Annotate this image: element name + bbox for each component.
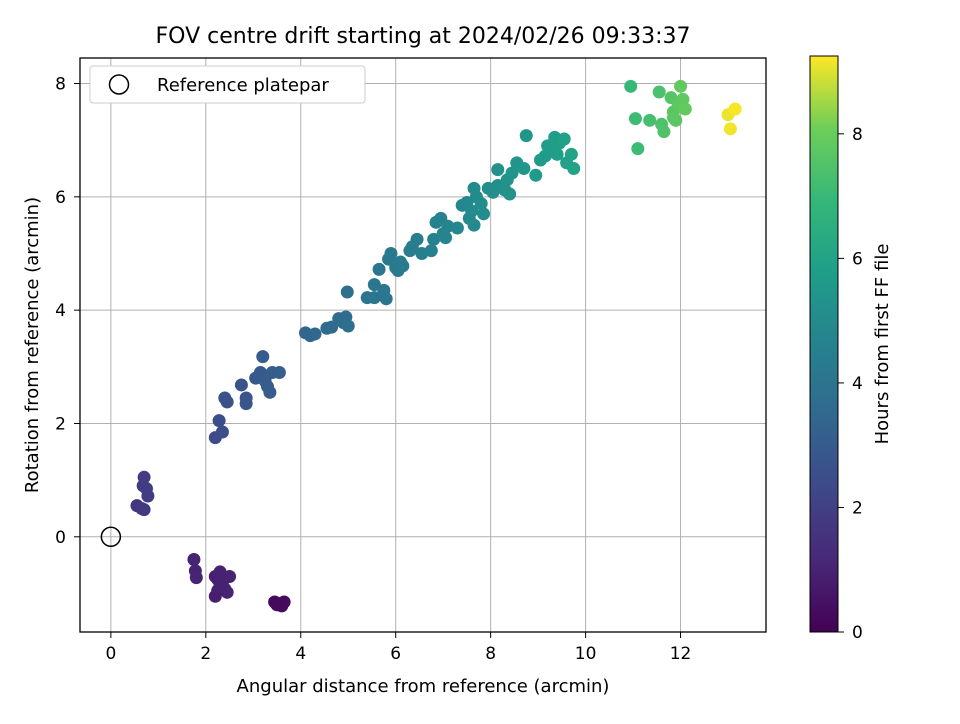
x-tick-label: 8 (485, 644, 496, 664)
scatter-point (564, 147, 578, 161)
colorbar-ticks: 0 2 4 6 8 (838, 125, 863, 643)
scatter-point (325, 320, 339, 334)
reference-marker (100, 526, 122, 548)
scatter-point (384, 246, 398, 260)
y-axis-label: Rotation from reference (arcmin) (22, 197, 43, 493)
scatter-point (263, 385, 277, 399)
colorbar-tick-label: 6 (852, 249, 863, 269)
grid-lines (80, 58, 766, 632)
scatter-point (189, 571, 203, 585)
scatter-point (220, 395, 234, 409)
scatter-point (308, 327, 322, 341)
scatter-point (723, 122, 737, 136)
x-tick-label: 4 (295, 644, 306, 664)
scatter-point (212, 414, 226, 428)
scatter-point (467, 181, 481, 195)
legend-entry-reference-platepar: Reference platepar (157, 75, 329, 96)
scatter-point (367, 278, 381, 292)
scatter-point (474, 197, 488, 211)
scatter-point (272, 365, 286, 379)
legend: Reference platepar (89, 65, 366, 104)
y-tick-label: 4 (55, 301, 66, 321)
y-tick-label: 8 (55, 74, 66, 94)
chart-title: FOV centre drift starting at 2024/02/26 … (156, 24, 691, 49)
colorbar: 0 2 4 6 8 Hours from first FF file (809, 55, 893, 643)
scatter-point (410, 232, 424, 246)
x-axis-label: Angular distance from reference (arcmin) (237, 676, 610, 697)
scatter-point (137, 503, 151, 517)
scatter-point (450, 221, 464, 235)
scatter-point (517, 161, 531, 175)
scatter-point (208, 589, 222, 603)
data-points (130, 79, 742, 613)
scatter-point (424, 244, 438, 258)
scatter-point (643, 113, 657, 127)
x-tick-label: 2 (200, 644, 211, 664)
scatter-point (674, 79, 688, 93)
scatter-point (341, 319, 355, 333)
x-axis-ticks: 0 2 4 6 8 10 12 (105, 632, 691, 664)
scatter-point (340, 285, 354, 299)
scatter-point (215, 425, 229, 439)
scatter-point (505, 166, 519, 180)
scatter-point (239, 391, 253, 405)
scatter-point (137, 470, 151, 484)
scatter-point (467, 218, 481, 232)
y-tick-label: 2 (55, 414, 66, 434)
reference-platepar-point (100, 526, 122, 548)
scatter-point (213, 578, 227, 592)
scatter-point (377, 283, 391, 297)
scatter-point (728, 102, 742, 116)
scatter-point (628, 112, 642, 126)
scatter-point (652, 85, 666, 99)
scatter-point (624, 79, 638, 93)
scatter-point (256, 350, 270, 364)
scatter-point (439, 231, 453, 245)
scatter-point (187, 552, 201, 566)
scatter-point (234, 378, 248, 392)
colorbar-tick-label: 2 (852, 498, 863, 518)
colorbar-tick-label: 8 (852, 125, 863, 145)
scatter-point (678, 102, 692, 116)
y-axis-ticks: 0 2 4 6 8 (55, 74, 80, 548)
scatter-point (519, 129, 533, 143)
legend-marker-circle (108, 74, 130, 95)
scatter-point (141, 489, 155, 503)
scatter-point (270, 598, 284, 612)
colorbar-tick-label: 4 (852, 374, 863, 394)
colorbar-label: Hours from first FF file (872, 244, 893, 445)
scatter-point (367, 291, 381, 305)
scatter-point (223, 569, 237, 583)
scatter-point (657, 125, 671, 139)
x-tick-label: 6 (390, 644, 401, 664)
plot-frame (79, 57, 767, 633)
x-tick-label: 10 (575, 644, 597, 664)
scatter-point (477, 207, 491, 221)
y-tick-label: 6 (55, 188, 66, 208)
colorbar-tick-label: 0 (852, 623, 863, 643)
scatter-point (550, 147, 564, 161)
x-tick-label: 12 (670, 644, 692, 664)
scatter-point (372, 262, 386, 276)
scatter-point (666, 110, 680, 124)
scatter-point (427, 232, 441, 246)
scatter-point (503, 187, 517, 201)
scatter-point (567, 161, 581, 175)
x-tick-label: 0 (105, 644, 116, 664)
scatter-point (529, 168, 543, 182)
scatter-point (465, 204, 479, 218)
scatter-point (631, 142, 645, 156)
scatter-point (396, 259, 410, 273)
y-tick-label: 0 (55, 528, 66, 548)
scatter-point (557, 132, 571, 146)
scatter-point (491, 163, 505, 177)
legend-box (89, 65, 366, 104)
colorbar-gradient (809, 55, 839, 633)
